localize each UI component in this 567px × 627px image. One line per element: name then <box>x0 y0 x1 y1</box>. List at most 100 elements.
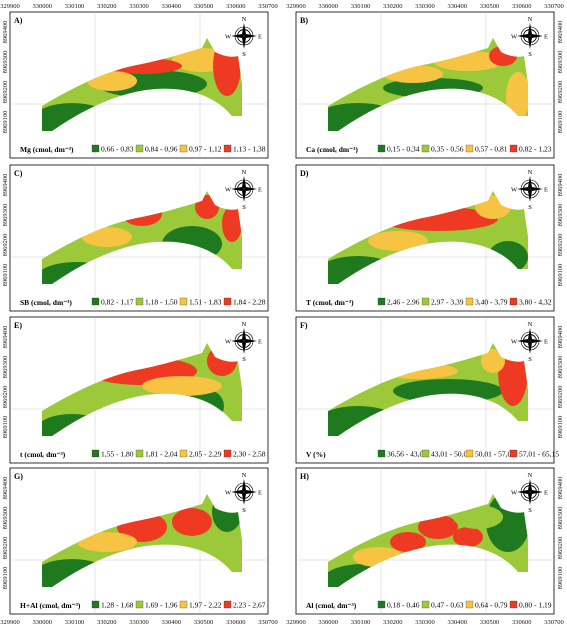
y-tick-label: 8969300 <box>557 51 564 74</box>
map-panel: A) N S E W 8969400 8969300 8969200 8969100 Mg (cm… <box>2 11 269 159</box>
legend-swatch <box>91 144 100 153</box>
map-panel: F) N S E W 8969400 8969300 8969200 8969100 V (%) 3… <box>295 316 564 464</box>
legend-swatch <box>465 600 474 609</box>
y-tick-label: 8969400 <box>2 326 9 349</box>
compass-north-point <box>242 479 246 492</box>
compass-west-point <box>517 490 530 494</box>
legend-swatch <box>421 144 430 153</box>
legend-swatch <box>223 297 232 306</box>
x-tick-label: 330000 <box>33 619 53 626</box>
legend-class-label: 43,01 - 50,00 <box>431 450 471 459</box>
map-panel: C) N S E W 8969400 8969300 8969200 8969100 SB (cm… <box>2 164 269 312</box>
north-arrow-icon: N S E W <box>225 472 262 514</box>
map-panel: H) N S E W 8969400 8969300 8969200 8969100 Al (cm… <box>295 467 564 615</box>
legend-swatch <box>179 449 188 458</box>
y-tick-label: 8969100 <box>557 416 564 439</box>
x-tick-label: 329900 <box>286 619 306 626</box>
x-tick-label: 329900 <box>0 3 20 10</box>
legend-class-label: 0,18 - 0,46 <box>387 601 420 610</box>
x-tick-label: 330700 <box>544 619 564 626</box>
compass-west-point <box>517 339 530 343</box>
y-tick-label: 8969400 <box>557 477 564 500</box>
panel-label: B) <box>300 16 308 25</box>
legend-title: Ca (cmolₑ dm⁻³) <box>306 145 358 154</box>
zone-patch <box>418 515 458 539</box>
legend-class-label: 3,80 - 4,32 <box>519 298 552 307</box>
legend-swatch <box>377 600 386 609</box>
panel-label: F) <box>300 321 308 330</box>
x-tick-label: 330000 <box>319 3 339 10</box>
compass-south-point <box>528 189 532 202</box>
x-tick-label: 330200 <box>383 3 403 10</box>
legend-swatch <box>465 297 474 306</box>
y-tick-label: 8969200 <box>557 234 564 257</box>
compass-north-point <box>242 328 246 341</box>
y-tick-label: 8969400 <box>2 477 9 500</box>
legend-class-label: 1,81 - 2,04 <box>145 450 178 459</box>
compass-east-point <box>244 339 257 343</box>
legend-swatch <box>135 600 144 609</box>
map-panel: G) N S E W 8969400 8969300 8969200 8969100 H+Al (… <box>2 467 269 615</box>
legend-class-label: 0,64 - 0,79 <box>475 601 508 610</box>
legend-class-label: 2,46 - 2,96 <box>387 298 420 307</box>
legend-class-label: 0,97 - 1,12 <box>189 145 222 154</box>
x-tick-label: 330600 <box>512 3 532 10</box>
legend-class-label: 1,97 - 2,22 <box>189 601 222 610</box>
compass-s-label: S <box>528 507 532 514</box>
legend-class-label: 0,57 - 0,81 <box>475 145 508 154</box>
compass-e-label: E <box>258 187 262 194</box>
x-tick-label: 330000 <box>33 3 53 10</box>
panel-label: H) <box>300 472 309 481</box>
legend-title: T (cmolₑ dm⁻³) <box>306 298 354 307</box>
compass-e-label: E <box>544 187 548 194</box>
compass-west-point <box>231 339 244 343</box>
compass-w-label: W <box>511 187 518 194</box>
compass-e-label: E <box>544 339 548 346</box>
legend-swatch <box>421 600 430 609</box>
compass-e-label: E <box>258 34 262 41</box>
compass-e-label: E <box>258 339 262 346</box>
compass-west-point <box>517 187 530 191</box>
legend-swatch <box>465 144 474 153</box>
legend-swatch <box>91 297 100 306</box>
y-tick-label: 8969400 <box>2 21 9 44</box>
x-tick-label: 330400 <box>162 619 182 626</box>
y-tick-label: 8969400 <box>557 21 564 44</box>
compass-n-label: N <box>528 472 533 479</box>
x-tick-label: 330300 <box>129 619 149 626</box>
legend-swatch <box>135 449 144 458</box>
compass-s-label: S <box>242 356 246 363</box>
zone-patch <box>77 532 137 552</box>
zone-patch <box>453 505 503 529</box>
zone-patch <box>368 231 428 251</box>
y-tick-label: 8969200 <box>2 386 9 409</box>
compass-n-label: N <box>242 16 247 23</box>
legend-class-label: 0,47 - 0,63 <box>431 601 464 610</box>
panel-label: C) <box>14 169 23 178</box>
compass-west-point <box>231 34 244 38</box>
y-tick-label: 8969200 <box>2 537 9 560</box>
y-tick-label: 8969300 <box>557 507 564 530</box>
compass-n-label: N <box>242 169 247 176</box>
legend-swatch <box>509 144 518 153</box>
compass-s-label: S <box>528 356 532 363</box>
legend-swatch <box>509 600 518 609</box>
zone-patch <box>453 527 483 547</box>
compass-s-label: S <box>242 204 246 211</box>
compass-e-label: E <box>258 490 262 497</box>
y-tick-label: 8969400 <box>2 174 9 197</box>
legend-title: Al (cmolₑ dm⁻³) <box>306 601 357 610</box>
north-arrow-icon: N S E W <box>225 169 262 211</box>
north-arrow-icon: N S E W <box>511 169 548 211</box>
legend-class-label: 1,18 - 1,50 <box>145 298 178 307</box>
compass-south-point <box>242 36 246 49</box>
legend-title: H+Al (cmolₑ dm⁻³) <box>20 601 81 610</box>
y-tick-label: 8969300 <box>2 204 9 227</box>
compass-s-label: S <box>528 51 532 58</box>
panel-label: G) <box>14 472 23 481</box>
compass-w-label: W <box>511 339 518 346</box>
zone-patch <box>82 227 132 247</box>
y-tick-label: 8969300 <box>2 507 9 530</box>
y-tick-label: 8969200 <box>557 386 564 409</box>
x-tick-label: 330000 <box>319 619 339 626</box>
